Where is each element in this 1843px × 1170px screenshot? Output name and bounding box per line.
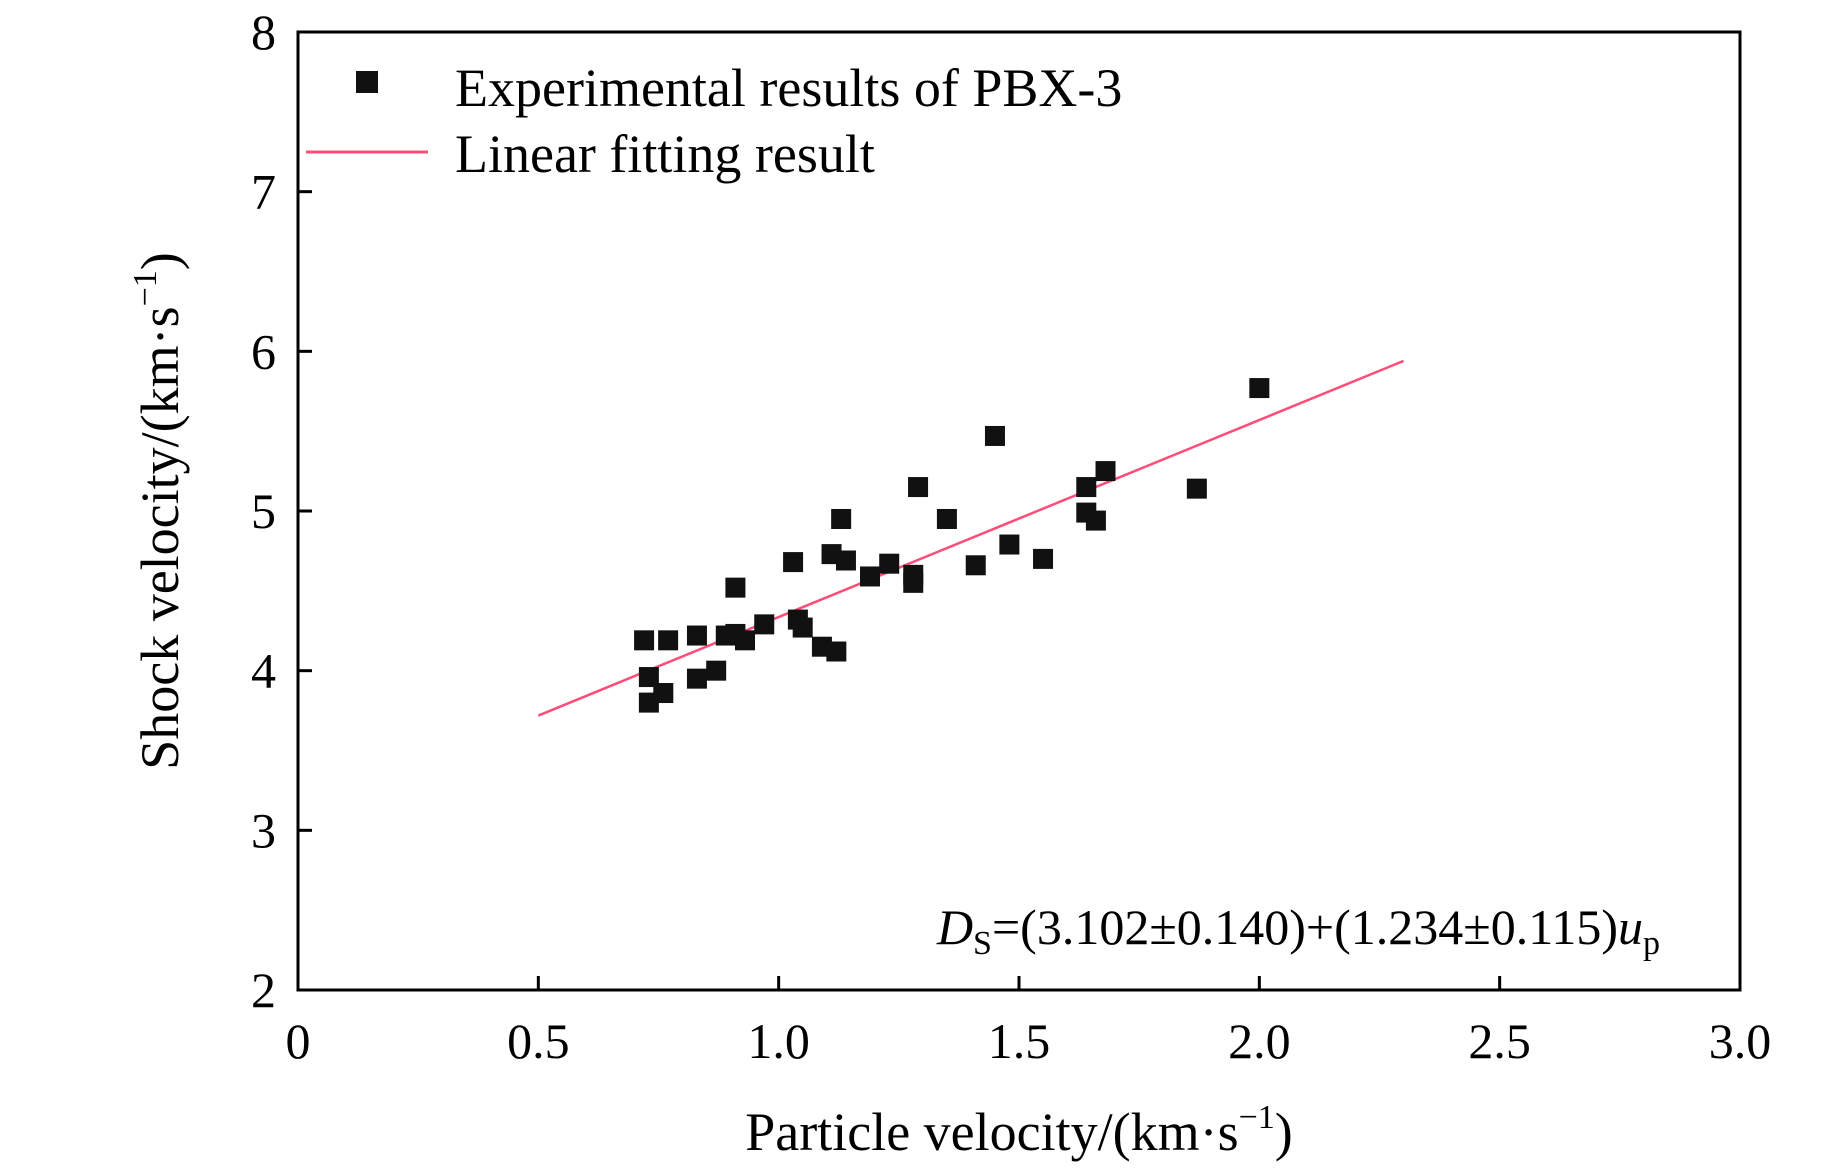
x-tick-label-0: 0 bbox=[286, 1013, 311, 1069]
data-point-10 bbox=[725, 577, 746, 598]
fit-line bbox=[537, 359, 1405, 717]
y-axis-title-text: Shock velocity/(km·s bbox=[130, 306, 190, 769]
data-point-31 bbox=[1033, 548, 1054, 569]
eq-sub-p: p bbox=[1643, 925, 1660, 962]
data-point-37 bbox=[1249, 378, 1270, 399]
y-tick-label-7: 7 bbox=[251, 164, 276, 220]
x-tick-label-2: 2.0 bbox=[1228, 1013, 1291, 1069]
data-point-36 bbox=[1186, 478, 1207, 499]
x-axis-title-text: Particle velocity/(km·s bbox=[745, 1102, 1238, 1162]
plot-frame bbox=[296, 30, 1742, 992]
x-axis-title-sup: −1 bbox=[1239, 1099, 1275, 1136]
x-tick-label-1-5: 1.5 bbox=[988, 1013, 1051, 1069]
eq-sub-s: S bbox=[973, 925, 992, 962]
fit-line-layer bbox=[537, 359, 1405, 717]
axis-ticks: 0 0.5 1.0 1.5 2.0 2.5 3.0 2 3 4 5 6 7 8 bbox=[251, 4, 1771, 1069]
data-point-32 bbox=[1076, 477, 1097, 498]
y-tick-label-6: 6 bbox=[251, 323, 276, 379]
data-point-25 bbox=[903, 572, 924, 593]
data-point-34 bbox=[1085, 510, 1106, 531]
data-point-1 bbox=[634, 630, 655, 651]
y-tick-label-8: 8 bbox=[251, 4, 276, 60]
data-point-29 bbox=[984, 425, 1005, 446]
data-point-22 bbox=[859, 566, 880, 587]
legend-marker-square bbox=[356, 71, 378, 93]
data-point-5 bbox=[658, 630, 679, 651]
data-point-2 bbox=[638, 667, 659, 688]
x-tick-label-2-5: 2.5 bbox=[1468, 1013, 1531, 1069]
y-axis-title-close: ) bbox=[130, 252, 190, 270]
data-point-21 bbox=[835, 550, 856, 571]
data-point-8 bbox=[706, 660, 727, 681]
x-axis-title: Particle velocity/(km·s−1) bbox=[745, 1099, 1293, 1162]
data-point-12 bbox=[735, 630, 756, 651]
legend-label-fit: Linear fitting result bbox=[455, 124, 875, 184]
data-point-30 bbox=[999, 534, 1020, 555]
eq-var-u: u bbox=[1618, 899, 1643, 955]
data-point-27 bbox=[936, 508, 957, 529]
data-point-7 bbox=[686, 668, 707, 689]
legend-label-experimental: Experimental results of PBX-3 bbox=[455, 58, 1122, 118]
eq-var-d: D bbox=[936, 899, 973, 955]
data-point-16 bbox=[792, 617, 813, 638]
data-point-23 bbox=[879, 553, 900, 574]
eq-body: =(3.102±0.140)+(1.234±0.115) bbox=[992, 899, 1618, 955]
data-point-4 bbox=[653, 683, 674, 704]
y-tick-label-5: 5 bbox=[251, 483, 276, 539]
fit-equation: DS=(3.102±0.140)+(1.234±0.115)up bbox=[936, 899, 1660, 962]
y-tick-label-4: 4 bbox=[251, 643, 276, 699]
data-point-14 bbox=[783, 552, 804, 573]
data-point-6 bbox=[686, 625, 707, 646]
data-point-20 bbox=[831, 508, 852, 529]
data-point-26 bbox=[908, 477, 929, 498]
y-axis-title: Shock velocity/(km·s−1) bbox=[127, 252, 190, 770]
data-point-35 bbox=[1095, 461, 1116, 482]
y-tick-label-2: 2 bbox=[251, 962, 276, 1018]
y-axis-title-sup: −1 bbox=[127, 270, 164, 306]
x-tick-label-1: 1.0 bbox=[747, 1013, 810, 1069]
legend: Experimental results of PBX-3 Linear fit… bbox=[306, 58, 1122, 184]
data-point-19 bbox=[826, 641, 847, 662]
x-tick-label-3: 3.0 bbox=[1709, 1013, 1772, 1069]
data-points-layer bbox=[634, 378, 1270, 713]
x-axis-title-close: ) bbox=[1275, 1102, 1293, 1162]
y-tick-label-3: 3 bbox=[251, 802, 276, 858]
data-point-28 bbox=[965, 555, 986, 576]
x-tick-label-0-5: 0.5 bbox=[507, 1013, 570, 1069]
data-point-13 bbox=[754, 614, 775, 635]
